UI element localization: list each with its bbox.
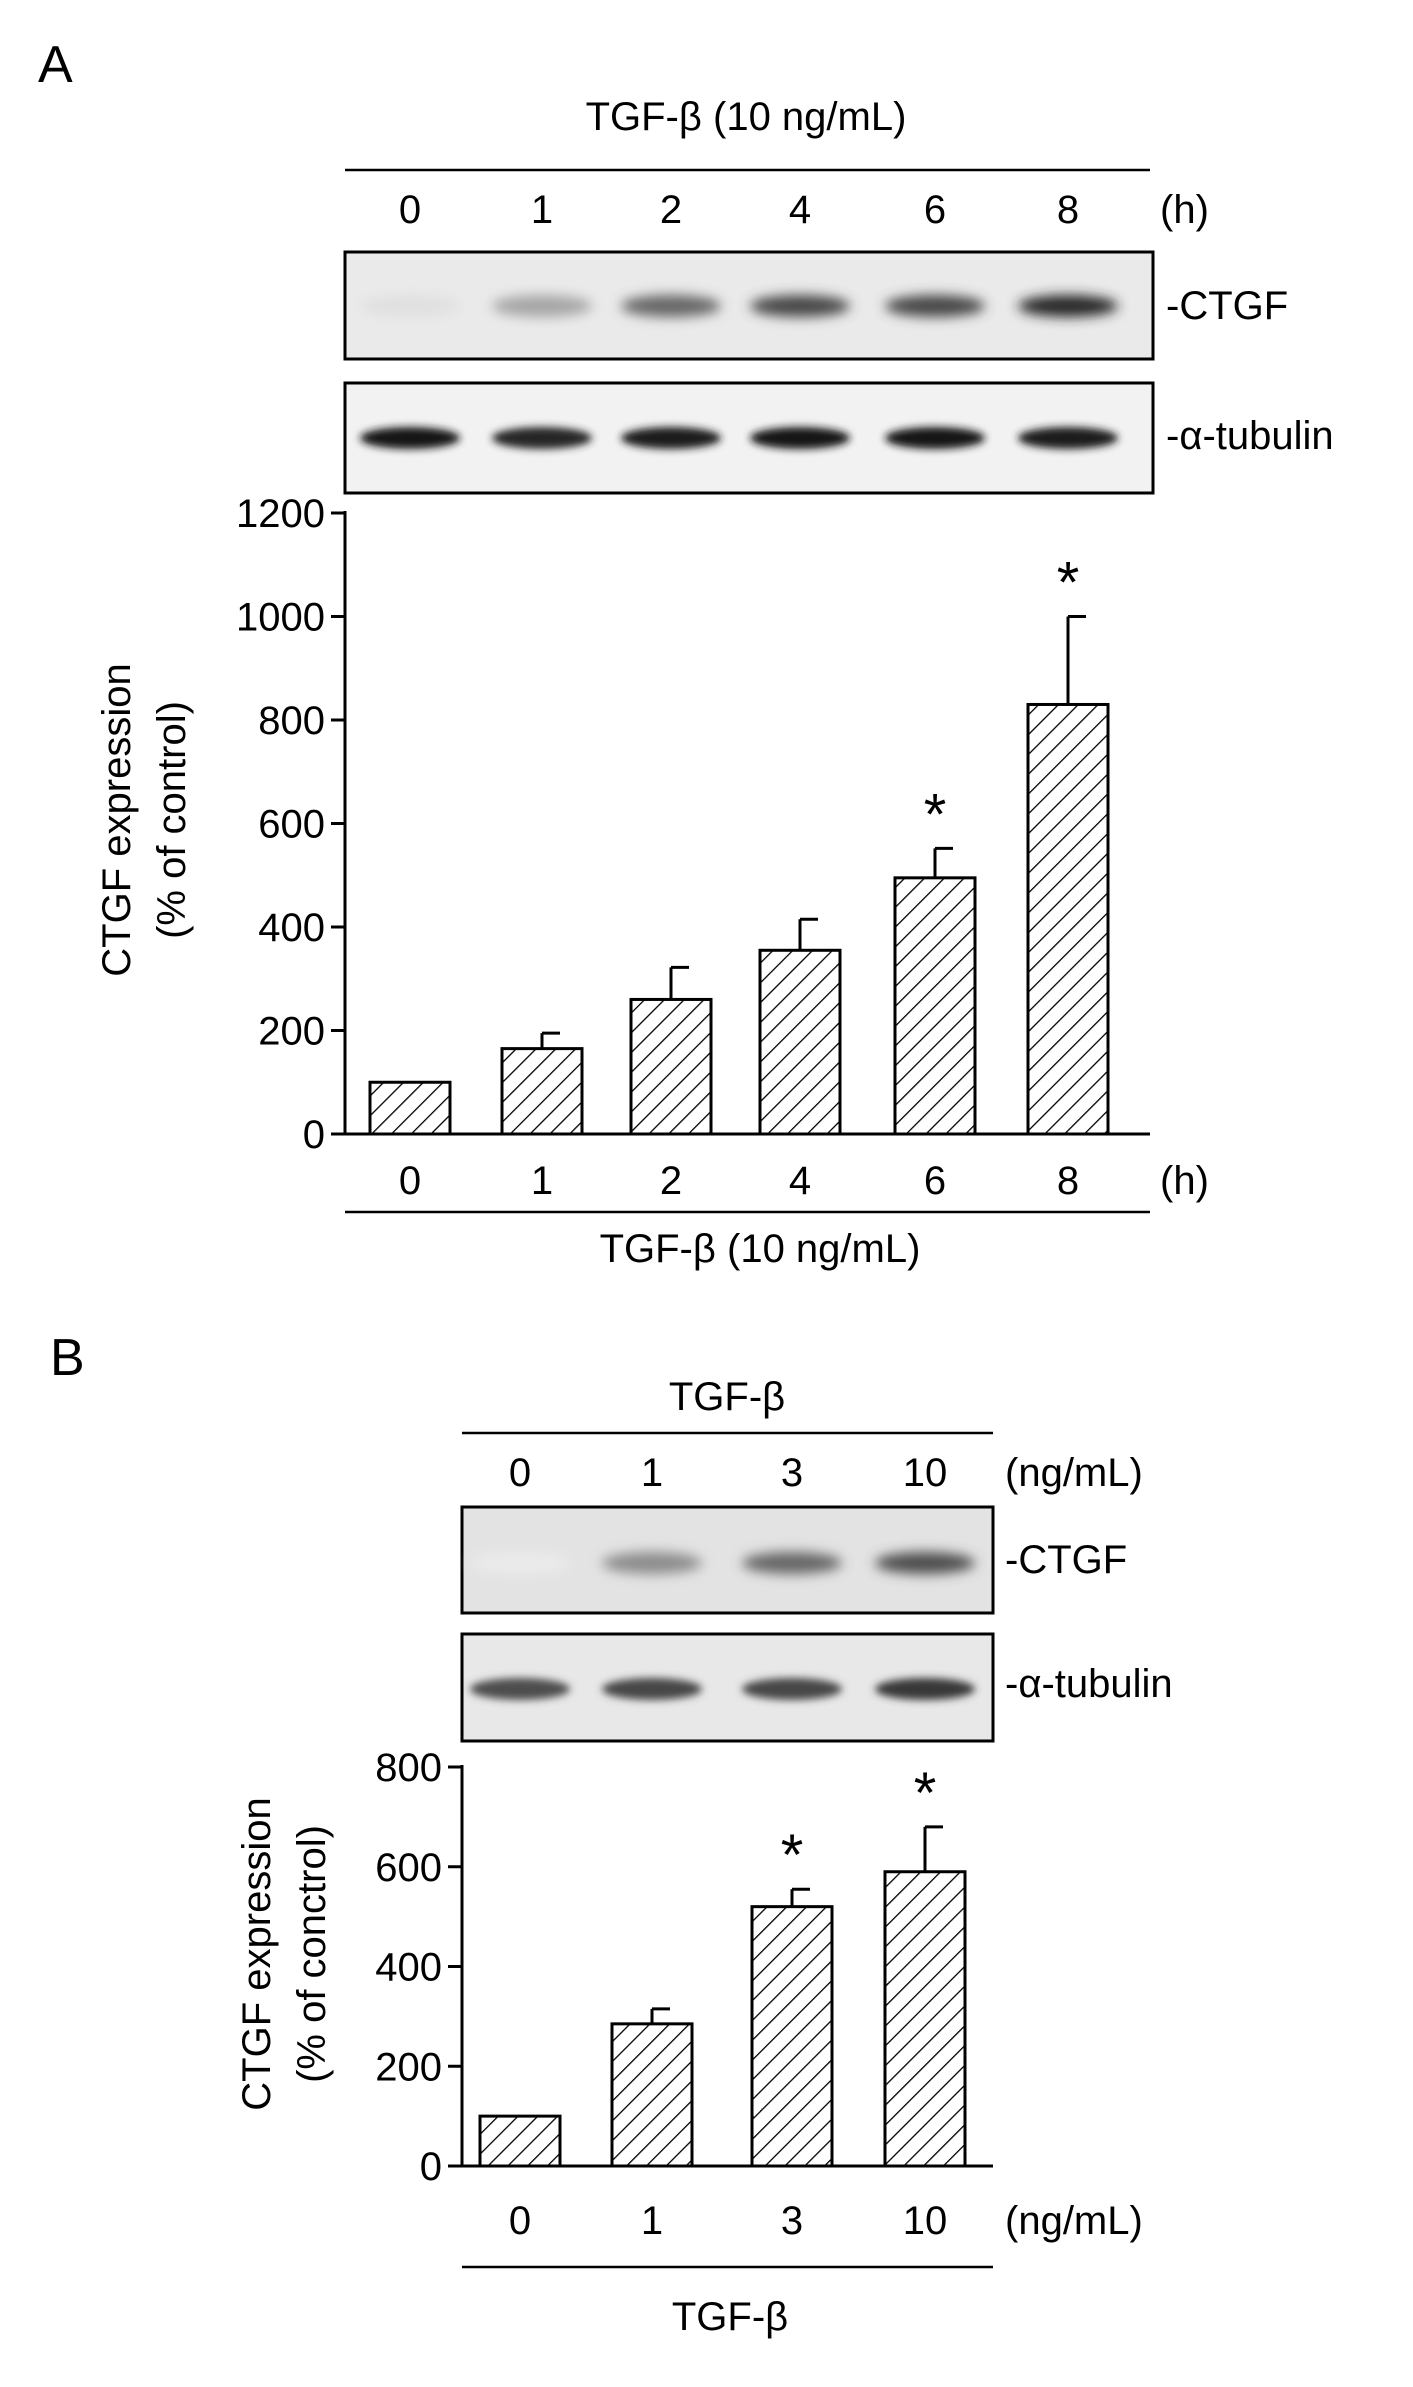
blot-band	[875, 1678, 975, 1700]
panel-a-xunit: (h)	[1160, 1159, 1209, 1203]
panel-a-label: A	[38, 36, 73, 94]
panel-a-ctgf-bands	[360, 295, 1118, 317]
significance-star: *	[781, 1823, 804, 1888]
lane-label: 10	[903, 1451, 948, 1495]
blot-band	[621, 295, 721, 317]
y-tick-label: 800	[258, 699, 325, 743]
blot-band	[360, 427, 460, 449]
y-tick-label: 1200	[236, 492, 325, 536]
chart-b: 0 200 400 600 800 0 1 * 3 * 10	[375, 1746, 993, 2243]
blot-band	[885, 295, 985, 317]
y-tick-label: 0	[303, 1113, 325, 1157]
panel-a-ylabel-line1: CTGF expression	[95, 663, 139, 976]
panel-a-treatment-top: TGF-β (10 ng/mL)	[586, 95, 907, 139]
blot-band	[875, 1552, 975, 1574]
panel-a-xlabel: TGF-β (10 ng/mL)	[600, 1227, 921, 1271]
blot-band	[492, 427, 592, 449]
panel-a-tubulin-label: -α-tubulin	[1166, 414, 1334, 458]
lane-label: 0	[509, 1451, 531, 1495]
panel-b-lane-unit: (ng/mL)	[1005, 1451, 1143, 1495]
panel-b-ylabel-line1: CTGF expression	[235, 1797, 279, 2110]
y-tick-label: 400	[258, 906, 325, 950]
y-tick-label: 0	[420, 2145, 442, 2189]
bar	[883, 1870, 967, 2168]
y-tick-label: 200	[258, 1010, 325, 1054]
x-tick-label: 0	[399, 1159, 421, 1203]
significance-star: *	[924, 782, 947, 847]
y-tick-label: 400	[375, 1946, 442, 1990]
x-tick-label: 10	[903, 2199, 948, 2243]
blot-band	[492, 295, 592, 317]
y-tick-label: 800	[375, 1746, 442, 1790]
significance-star: *	[1057, 551, 1080, 616]
panel-b-lane-labels: 0 1 3 10	[509, 1451, 947, 1495]
lane-label: 8	[1057, 188, 1079, 232]
panel-b-tubulin-label: -α-tubulin	[1005, 1662, 1173, 1706]
significance-star: *	[914, 1761, 937, 1826]
bar	[629, 997, 713, 1136]
lane-label: 3	[781, 1451, 803, 1495]
bar	[478, 2114, 562, 2168]
bar	[893, 876, 977, 1136]
lane-label: 2	[660, 188, 682, 232]
panel-a-tubulin-bands	[360, 427, 1118, 449]
x-tick-label: 4	[789, 1159, 811, 1203]
blot-band	[602, 1552, 702, 1574]
bar	[368, 1080, 452, 1136]
blot-band	[621, 427, 721, 449]
blot-band	[470, 1678, 570, 1700]
panel-b-ctgf-label: -CTGF	[1005, 1538, 1127, 1582]
panel-b-xunit: (ng/mL)	[1005, 2199, 1143, 2243]
panel-a-ylabel-line2: (% of control)	[150, 701, 194, 939]
panel-a-ctgf-label: -CTGF	[1166, 284, 1288, 328]
lane-label: 1	[641, 1451, 663, 1495]
x-tick-label: 6	[924, 1159, 946, 1203]
x-tick-label: 2	[660, 1159, 682, 1203]
panel-b-ylabel-line2: (% of conctrol)	[290, 1825, 334, 2083]
panel-b-treatment-top: TGF-β	[669, 1375, 785, 1419]
y-tick-label: 1000	[236, 596, 325, 640]
bar	[610, 2022, 694, 2168]
y-tick-label: 200	[375, 2045, 442, 2089]
panel-b: B TGF-β 0 1 3 10 (ng/mL) -CTGF -α-tubulin 0…	[50, 1329, 1173, 2339]
blot-band	[885, 427, 985, 449]
panel-b-tubulin-bands	[470, 1678, 975, 1700]
y-tick-label: 600	[375, 1846, 442, 1890]
x-tick-label: 8	[1057, 1159, 1079, 1203]
panel-b-label: B	[50, 1329, 85, 1387]
blot-band	[742, 1678, 842, 1700]
x-tick-label: 3	[781, 2199, 803, 2243]
x-tick-label: 0	[509, 2199, 531, 2243]
lane-label: 0	[399, 188, 421, 232]
panel-a-lane-labels: 0 1 2 4 6 8	[399, 188, 1079, 232]
y-tick-label: 600	[258, 803, 325, 847]
bar	[758, 948, 842, 1136]
panel-b-ctgf-bands	[470, 1552, 975, 1574]
blot-band	[742, 1552, 842, 1574]
x-tick-label: 1	[531, 1159, 553, 1203]
lane-label: 6	[924, 188, 946, 232]
panel-b-xlabel: TGF-β	[672, 2295, 788, 2339]
lane-label: 4	[789, 188, 811, 232]
lane-label: 1	[531, 188, 553, 232]
blot-band	[470, 1552, 570, 1574]
panel-a-lane-unit: (h)	[1160, 188, 1209, 232]
blot-band	[360, 295, 460, 317]
blot-band	[1018, 427, 1118, 449]
blot-band	[750, 427, 850, 449]
blot-band	[1018, 295, 1118, 317]
blot-band	[750, 295, 850, 317]
bar	[1026, 702, 1110, 1136]
x-tick-label: 1	[641, 2199, 663, 2243]
bar	[750, 1905, 834, 2168]
blot-band	[602, 1678, 702, 1700]
chart-a: 0 200 400 600 800 1000 1200 0 1 2 4 * 6 * 8	[236, 492, 1150, 1203]
panel-a: A TGF-β (10 ng/mL) 0 1 2 4 6 8 (h) -CTGF -α-t…	[38, 36, 1334, 1271]
bar	[500, 1047, 584, 1136]
